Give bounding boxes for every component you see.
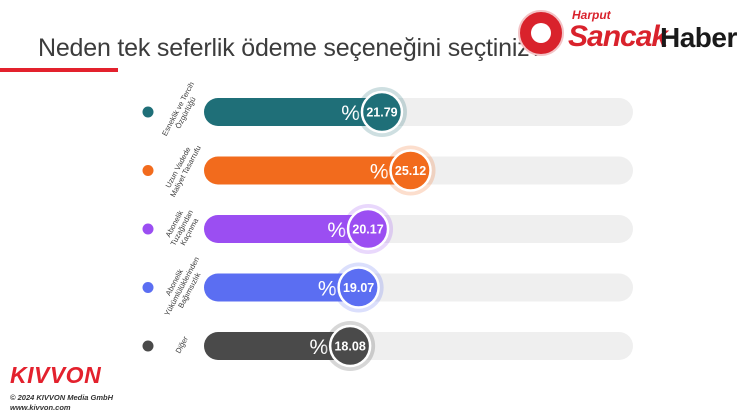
category-marker — [142, 165, 154, 176]
brand-word-2: Haber — [660, 22, 737, 53]
copyright-text: © 2024 KIVVON Media GmbH — [10, 393, 114, 402]
percent-sign: % — [341, 102, 360, 125]
percent-sign: % — [318, 278, 337, 301]
website-url: www.kivvon.com — [10, 403, 71, 412]
title-underline — [0, 68, 118, 72]
category-label: Diğer — [174, 334, 191, 354]
category-marker — [142, 223, 154, 235]
value-label: 25.12 — [395, 164, 426, 178]
bar — [204, 215, 378, 243]
category-marker — [142, 282, 154, 293]
value-badge — [389, 149, 432, 192]
value-badge — [328, 324, 372, 368]
category-marker — [142, 340, 154, 352]
percent-sign: % — [309, 336, 328, 359]
category-label: Esneklik ve TercihÖzgürlüğü — [160, 80, 204, 141]
category-label: AbonelikYükümlülüklerindenBağımsızlık — [155, 251, 209, 321]
kivvon-logo: KIVVON — [10, 362, 102, 388]
value-badge — [360, 90, 404, 134]
value-badge — [337, 266, 380, 309]
bar — [204, 98, 391, 126]
bar — [204, 332, 360, 360]
brand-seal-icon — [518, 10, 564, 56]
value-label: 19.07 — [343, 281, 374, 295]
brand-logo: Harput Sancak Haber — [518, 6, 737, 64]
value-label: 20.17 — [352, 223, 383, 237]
value-label: 21.79 — [366, 106, 397, 120]
value-label: 18.08 — [334, 340, 365, 354]
bar — [204, 156, 420, 185]
category-label: AbonelikTuzağındanKaçınma — [161, 204, 202, 251]
bar — [204, 273, 368, 302]
category-marker — [142, 106, 154, 118]
value-badge — [346, 207, 390, 251]
category-label: Uzun VadedeMaliyet Tasarrufu — [161, 140, 203, 199]
brand-word-1: Sancak — [568, 20, 668, 53]
brand-kicker: Harput — [572, 8, 611, 22]
page-title: Neden tek seferlik ödeme seçeneğini seçt… — [38, 34, 544, 62]
percent-sign: % — [370, 161, 389, 184]
percent-sign: % — [327, 219, 346, 242]
